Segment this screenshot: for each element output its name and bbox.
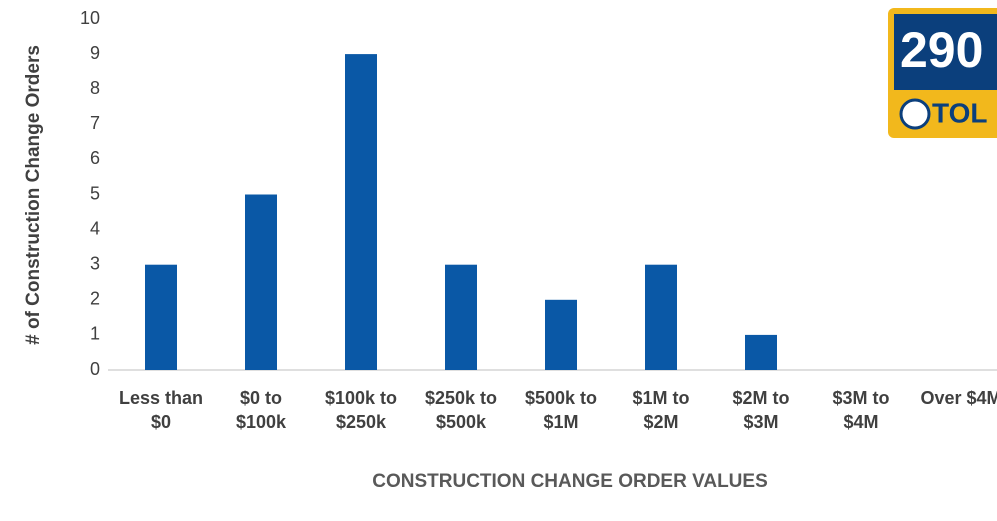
bar (245, 194, 277, 370)
bar (345, 54, 377, 370)
y-tick-label: 3 (90, 253, 100, 273)
y-tick-label: 0 (90, 359, 100, 379)
x-tick-label: Over $4M (920, 388, 997, 408)
x-axis-title: CONSTRUCTION CHANGE ORDER VALUES (372, 471, 768, 492)
logo: 290 TOL (888, 8, 997, 138)
x-tick-label: $0 to $100k (235, 388, 287, 432)
bar (645, 264, 677, 370)
x-tick-label: $3M to $4M (832, 388, 890, 432)
bar (745, 334, 777, 370)
y-axis-title: # of Construction Change Orders (23, 45, 44, 345)
bar (145, 264, 177, 370)
logo-top (894, 14, 997, 90)
x-tick-label: $2M to $3M (732, 388, 790, 432)
bar (445, 264, 477, 370)
logo-text: TOL (932, 97, 987, 128)
x-tick-label: Less than $0 (118, 388, 204, 432)
x-tick-label: $1M to $2M (632, 388, 690, 432)
x-tick-label: $500k to $1M (524, 388, 598, 432)
y-tick-label: 1 (90, 324, 100, 344)
bar (545, 299, 577, 370)
y-tick-label: 2 (90, 289, 100, 309)
y-tick-label: 10 (80, 8, 100, 28)
y-tick-label: 7 (90, 113, 100, 133)
x-tick-label: $100k to $250k (324, 388, 398, 432)
y-tick-label: 9 (90, 43, 100, 63)
y-tick-label: 4 (90, 218, 100, 238)
logo-star-badge (899, 98, 931, 130)
logo-number: 290 (900, 22, 983, 78)
y-tick-label: 8 (90, 78, 100, 98)
y-tick-label: 6 (90, 148, 100, 168)
x-tick-label: $250k to $500k (424, 388, 498, 432)
y-tick-label: 5 (90, 183, 100, 203)
